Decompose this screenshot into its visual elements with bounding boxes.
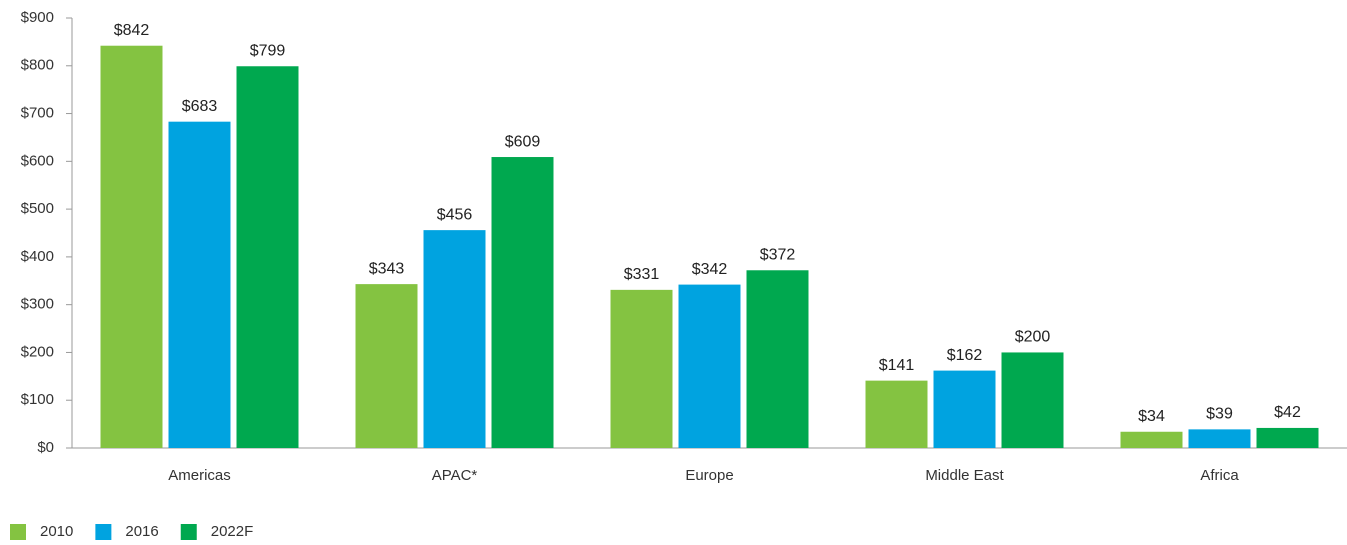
bar	[865, 380, 928, 448]
bar	[610, 289, 673, 448]
value-label: $372	[760, 246, 796, 263]
bar	[491, 157, 554, 449]
x-tick-label: Africa	[1200, 467, 1239, 484]
value-label: $683	[182, 98, 218, 115]
value-label: $200	[1015, 329, 1051, 346]
value-label: $39	[1206, 406, 1233, 423]
bar	[678, 284, 741, 448]
y-tick-label: $200	[21, 343, 54, 360]
y-tick-label: $300	[21, 296, 54, 313]
y-tick-label: $800	[21, 57, 54, 74]
y-tick-label: $900	[21, 9, 54, 26]
legend-label: 2010	[40, 523, 73, 540]
x-tick-label: Americas	[168, 467, 231, 484]
y-tick-label: $0	[37, 439, 54, 456]
x-tick-label: APAC*	[432, 467, 478, 484]
legend-swatch	[10, 524, 26, 540]
bar	[1188, 429, 1251, 448]
bar	[1120, 431, 1183, 448]
bar	[746, 270, 809, 448]
value-label: $799	[250, 42, 286, 59]
value-label: $42	[1274, 404, 1301, 421]
value-label: $162	[947, 347, 983, 364]
y-tick-label: $700	[21, 105, 54, 122]
x-tick-label: Europe	[685, 467, 733, 484]
y-tick-label: $400	[21, 248, 54, 265]
y-tick-label: $600	[21, 152, 54, 169]
bar	[100, 45, 163, 448]
legend-label: 2016	[125, 523, 158, 540]
bar	[355, 284, 418, 448]
bar	[423, 230, 486, 448]
y-tick-label: $500	[21, 200, 54, 217]
value-label: $842	[114, 22, 150, 39]
value-label: $456	[437, 206, 473, 223]
legend-swatch	[95, 524, 112, 540]
legend-label: 2022F	[211, 523, 254, 540]
x-tick-label: Middle East	[925, 467, 1004, 484]
bar	[933, 370, 996, 448]
value-label: $609	[505, 133, 541, 150]
value-label: $34	[1138, 408, 1165, 425]
value-label: $331	[624, 266, 660, 283]
bar	[236, 66, 299, 448]
legend-swatch	[180, 524, 197, 540]
y-tick-label: $100	[21, 391, 54, 408]
value-label: $342	[692, 261, 728, 278]
value-label: $343	[369, 260, 405, 277]
value-label: $141	[879, 357, 915, 374]
bar	[168, 121, 231, 448]
bar	[1256, 427, 1319, 448]
bar	[1001, 352, 1064, 448]
